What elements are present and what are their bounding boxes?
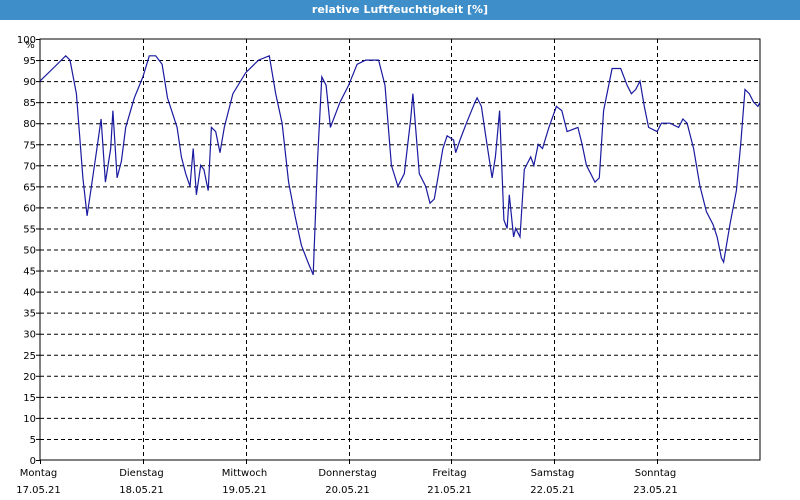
x-tick-date-label: 20.05.21	[325, 485, 370, 496]
x-tick-date-label: 23.05.21	[633, 485, 678, 496]
y-axis-ticks: 0 5 10 15 20 25 30 35 40 45 50 55 60 65 70 75 80 85 90 95 10…	[17, 35, 40, 467]
y-tick-label: 75	[23, 140, 36, 151]
x-axis-ticks: Montag 17.05.21 Dienstag 18.05.21 Mittwoch 19…	[16, 460, 678, 496]
y-tick-label: 60	[23, 203, 36, 214]
y-tick-label: 25	[23, 351, 36, 362]
y-tick-label: 65	[23, 182, 36, 193]
y-tick-label: 0	[30, 456, 36, 467]
y-tick-label: 40	[23, 288, 36, 299]
x-tick-date-label: 18.05.21	[119, 485, 164, 496]
y-tick-label: 100	[17, 35, 36, 46]
y-tick-label: 55	[23, 224, 36, 235]
grid-lines	[40, 39, 760, 460]
x-tick-date-label: 22.05.21	[530, 485, 575, 496]
y-tick-label: 95	[23, 56, 36, 67]
y-tick-label: 50	[23, 246, 36, 257]
x-tick-day-label: Mittwoch	[222, 468, 267, 479]
y-tick-label: 45	[23, 267, 36, 278]
x-tick-day-label: Freitag	[432, 468, 466, 479]
x-tick-day-label: Montag	[20, 468, 57, 479]
y-tick-label: 80	[23, 119, 36, 130]
x-tick-day-label: Donnerstag	[318, 468, 376, 479]
y-tick-label: 70	[23, 161, 36, 172]
window-title: relative Luftfeuchtigkeit [%]	[0, 0, 800, 20]
y-axis-label: %	[25, 40, 35, 51]
y-tick-label: 5	[30, 435, 36, 446]
y-tick-label: 15	[23, 393, 36, 404]
x-tick-day-label: Dienstag	[119, 468, 164, 479]
y-tick-label: 30	[23, 330, 36, 341]
x-tick-date-label: 19.05.21	[222, 485, 267, 496]
y-tick-label: 85	[23, 98, 36, 109]
y-tick-label: 20	[23, 372, 36, 383]
humidity-series-line	[39, 54, 761, 276]
x-tick-day-label: Samstag	[531, 468, 575, 479]
y-tick-label: 35	[23, 309, 36, 320]
x-tick-day-label: Sonntag	[635, 468, 677, 479]
x-tick-date-label: 21.05.21	[427, 485, 472, 496]
x-tick-date-label: 17.05.21	[16, 485, 61, 496]
humidity-chart: 0 5 10 15 20 25 30 35 40 45 50 55 60 65 70 75 80 85 90 95 10…	[16, 35, 761, 496]
y-tick-label: 90	[23, 77, 36, 88]
y-tick-label: 10	[23, 414, 36, 425]
